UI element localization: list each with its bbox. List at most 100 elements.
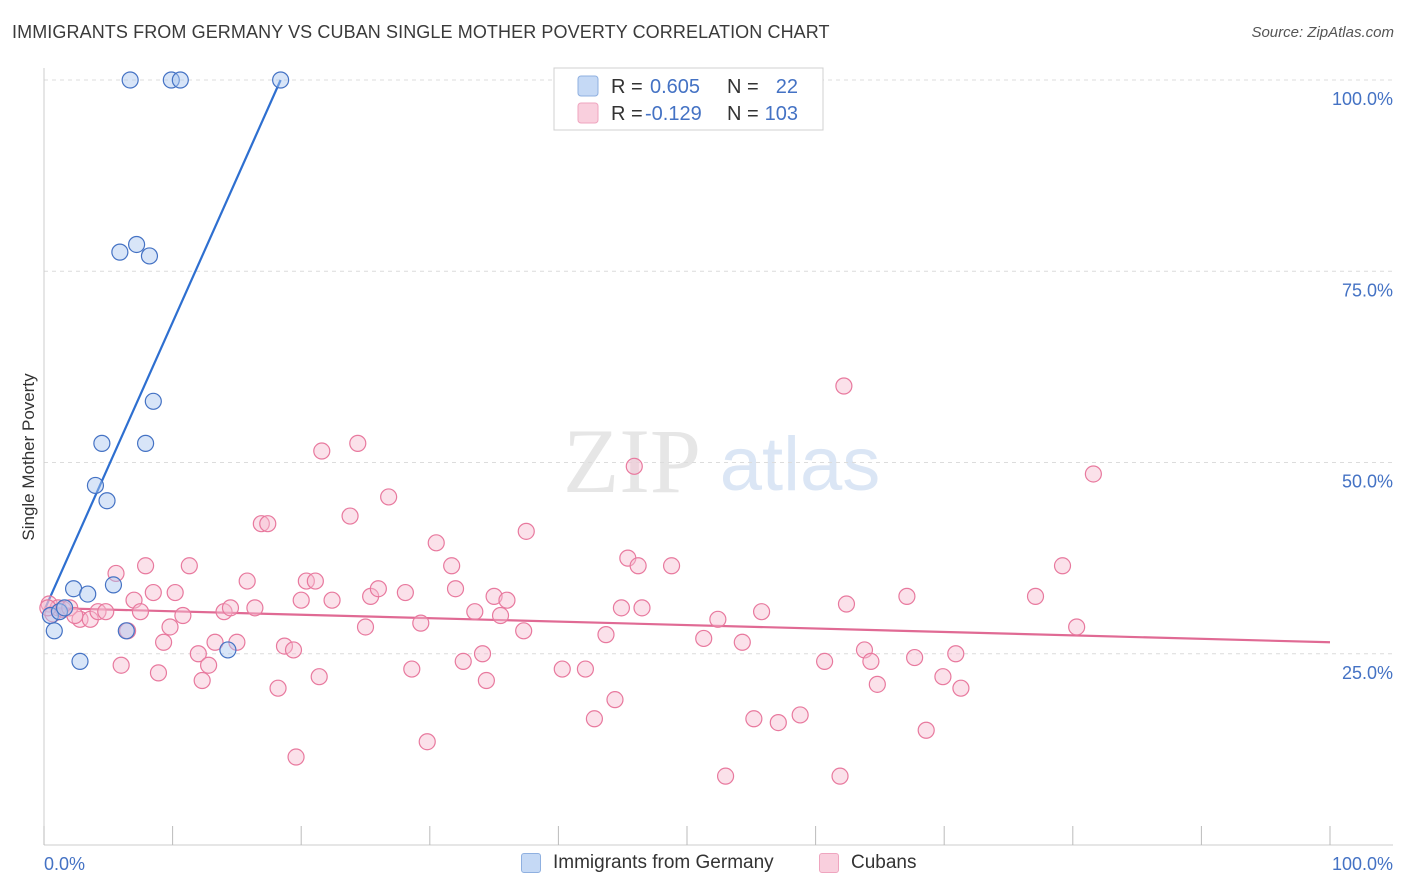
point-cubans	[953, 680, 969, 696]
point-germany	[80, 586, 96, 602]
watermark-atlas: atlas	[720, 422, 881, 507]
point-cubans	[145, 585, 161, 601]
legend-r-label-1: R =	[611, 76, 643, 98]
point-cubans	[792, 707, 808, 723]
point-cubans	[307, 573, 323, 589]
point-germany	[129, 236, 145, 252]
point-cubans	[907, 650, 923, 666]
point-cubans	[397, 585, 413, 601]
point-cubans	[586, 711, 602, 727]
point-cubans	[194, 673, 210, 689]
legend-r-label-2: R =	[611, 103, 643, 125]
point-cubans	[350, 435, 366, 451]
point-cubans	[475, 646, 491, 662]
point-cubans	[948, 646, 964, 662]
point-cubans	[626, 458, 642, 474]
point-cubans	[754, 604, 770, 620]
point-cubans	[201, 657, 217, 673]
point-cubans	[370, 581, 386, 597]
point-cubans	[710, 611, 726, 627]
point-cubans	[518, 523, 534, 539]
legend-swatch-germany	[578, 76, 598, 96]
point-cubans	[718, 768, 734, 784]
point-cubans	[634, 600, 650, 616]
point-cubans	[630, 558, 646, 574]
point-germany	[172, 72, 188, 88]
point-cubans	[478, 673, 494, 689]
point-cubans	[444, 558, 460, 574]
legend-n-value-1: 22	[776, 76, 798, 98]
point-cubans	[413, 615, 429, 631]
point-cubans	[181, 558, 197, 574]
y-tick-label-25: 25.0%	[1342, 663, 1393, 683]
point-cubans	[314, 443, 330, 459]
legend-n-label-1: N =	[727, 76, 759, 98]
point-cubans	[734, 634, 750, 650]
point-cubans	[869, 676, 885, 692]
legend-n-label-2: N =	[727, 103, 759, 125]
point-cubans	[162, 619, 178, 635]
point-germany	[138, 435, 154, 451]
point-cubans	[98, 604, 114, 620]
point-cubans	[746, 711, 762, 727]
point-germany	[46, 623, 62, 639]
trendlines	[44, 80, 1330, 642]
bottom-legend-label-germany: Immigrants from Germany	[553, 852, 774, 874]
stats-legend: R = 0.605 N = 22 R = -0.129 N = 103	[554, 68, 823, 130]
point-cubans	[836, 378, 852, 394]
point-cubans	[516, 623, 532, 639]
point-germany	[94, 435, 110, 451]
point-cubans	[138, 558, 154, 574]
point-cubans	[1069, 619, 1085, 635]
point-cubans	[132, 604, 148, 620]
point-cubans	[260, 516, 276, 532]
point-cubans	[239, 573, 255, 589]
point-cubans	[358, 619, 374, 635]
point-cubans	[428, 535, 444, 551]
point-cubans	[150, 665, 166, 681]
point-germany	[220, 642, 236, 658]
point-cubans	[499, 592, 515, 608]
legend-r-value-2: -0.129	[645, 103, 702, 125]
point-cubans	[404, 661, 420, 677]
legend-r-value-1: 0.605	[650, 76, 700, 98]
point-cubans	[832, 768, 848, 784]
bottom-legend: Immigrants from Germany Cubans	[0, 852, 1406, 878]
point-cubans	[598, 627, 614, 643]
axes	[44, 68, 1393, 845]
point-cubans	[156, 634, 172, 650]
point-cubans	[419, 734, 435, 750]
point-cubans	[613, 600, 629, 616]
trendline-germany	[44, 80, 281, 611]
bottom-legend-cubans: Cubans	[819, 852, 917, 874]
bottom-legend-label-cubans: Cubans	[851, 852, 917, 874]
point-germany	[145, 393, 161, 409]
point-cubans	[381, 489, 397, 505]
legend-n-value-2: 103	[765, 103, 798, 125]
point-cubans	[935, 669, 951, 685]
point-germany	[112, 244, 128, 260]
point-cubans	[838, 596, 854, 612]
point-cubans	[1055, 558, 1071, 574]
point-germany	[87, 477, 103, 493]
point-cubans	[285, 642, 301, 658]
point-germany	[99, 493, 115, 509]
point-cubans	[175, 608, 191, 624]
point-germany	[57, 600, 73, 616]
point-cubans	[167, 585, 183, 601]
gridlines: 25.0% 50.0% 75.0% 100.0%	[44, 80, 1393, 683]
point-cubans	[293, 592, 309, 608]
y-axis-title: Single Mother Poverty	[19, 373, 38, 541]
point-cubans	[311, 669, 327, 685]
point-cubans	[270, 680, 286, 696]
y-tick-label-50: 50.0%	[1342, 472, 1393, 492]
point-cubans	[448, 581, 464, 597]
point-cubans	[342, 508, 358, 524]
point-cubans	[324, 592, 340, 608]
point-cubans	[607, 692, 623, 708]
point-cubans	[863, 653, 879, 669]
point-cubans	[288, 749, 304, 765]
point-germany	[122, 72, 138, 88]
point-cubans	[770, 715, 786, 731]
bottom-legend-swatch-germany	[521, 853, 541, 873]
